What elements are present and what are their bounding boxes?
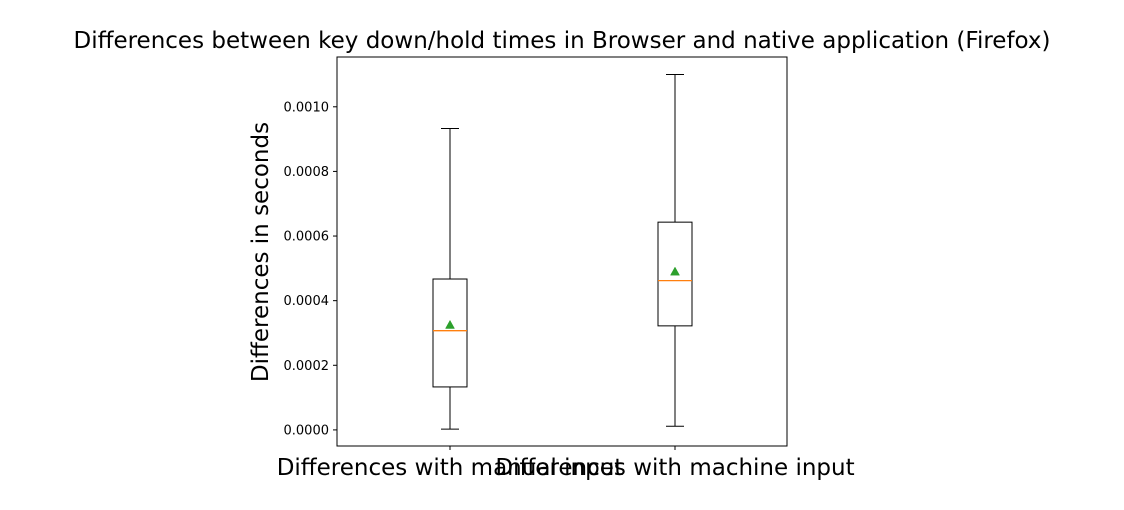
y-tick-label-5: 0.0010 — [284, 100, 330, 115]
x-tick-label-2: Differences with machine input — [495, 455, 854, 481]
y-tick-label-4: 0.0008 — [284, 165, 330, 180]
y-tick-label-2: 0.0004 — [284, 294, 330, 309]
y-tick-label-1: 0.0002 — [284, 359, 330, 374]
box-1 — [432, 278, 468, 388]
y-tick-label-0: 0.0000 — [284, 423, 330, 438]
mean-marker-1 — [445, 319, 455, 329]
mean-marker-2 — [670, 266, 680, 276]
plot-area: 0.0000 0.0002 0.0004 0.0006 0.0008 0.0010 Diff… — [277, 56, 855, 481]
y-axis-label: Differences in seconds — [248, 122, 274, 382]
axes-frame — [336, 56, 788, 447]
x-tick-label-1: Differences with manual input — [277, 455, 624, 481]
box-2 — [657, 221, 693, 327]
chart-title: Differences between key down/hold times … — [74, 28, 1051, 54]
y-tick-label-3: 0.0006 — [284, 230, 330, 245]
